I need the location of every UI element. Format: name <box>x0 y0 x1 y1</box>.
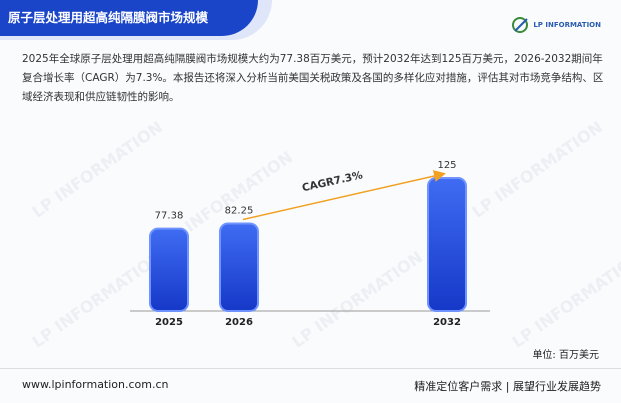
logo-icon <box>512 17 529 33</box>
footer-slogan: 精准定位客户需求 | 展望行业发展趋势 <box>414 380 601 393</box>
value-label: 77.38 <box>155 211 184 222</box>
bar <box>149 227 189 312</box>
value-label: 82.25 <box>225 205 254 216</box>
bar <box>427 177 467 312</box>
unit: 单位: 百万美元 <box>532 350 599 361</box>
logo-text: LP INFORMATION <box>533 21 601 29</box>
x-tick-label: 2026 <box>225 317 253 328</box>
cagr-arrow <box>242 170 446 221</box>
title: 原子层处理用超高纯隔膜阀市场规模 <box>0 0 258 36</box>
footer-url: www.lpinformation.com.cn <box>22 378 169 391</box>
value-label: 125 <box>437 160 456 171</box>
divider <box>0 368 621 369</box>
bar <box>219 222 259 312</box>
description: 2025年全球原子层处理用超高纯隔膜阀市场规模大约为77.38百万美元，预计20… <box>22 53 604 103</box>
logo: LP INFORMATION <box>511 16 601 34</box>
x-tick-label: 2032 <box>433 317 461 328</box>
x-tick-label: 2025 <box>155 317 183 328</box>
cagr-label: CAGR7.3% <box>301 169 364 194</box>
